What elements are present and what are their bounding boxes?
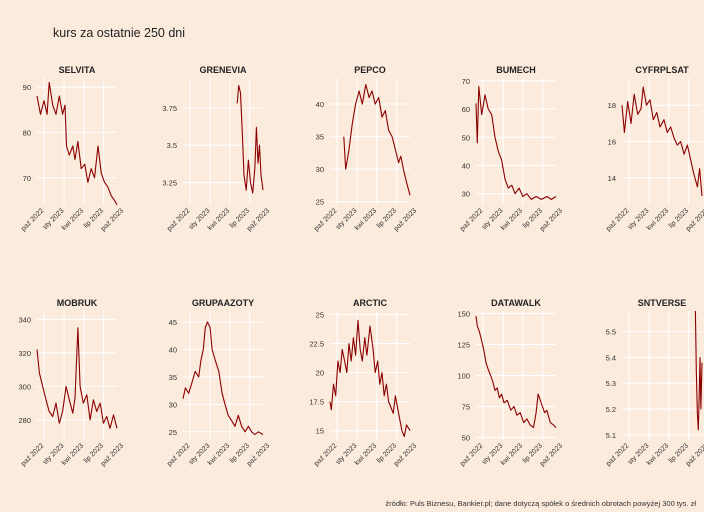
y-tick-label: 100 xyxy=(457,372,470,381)
price-line xyxy=(36,327,118,429)
y-tick-label: 14 xyxy=(608,174,616,183)
y-tick-label: 5.4 xyxy=(606,353,616,362)
price-line xyxy=(475,85,557,200)
y-tick-label: 60 xyxy=(462,105,470,114)
y-tick-label: 3.75 xyxy=(162,104,177,113)
chart-title: kurs za ostatnie 250 dni xyxy=(53,26,186,40)
panel-title: PEPCO xyxy=(354,65,386,75)
x-tick-label: paź 2022 xyxy=(459,442,484,467)
y-tick-label: 16 xyxy=(608,138,616,147)
x-tick-label: paź 2022 xyxy=(605,207,630,232)
x-tick-label: paź 2022 xyxy=(166,207,191,232)
x-tick-label: kwi 2023 xyxy=(354,207,379,232)
y-tick-label: 300 xyxy=(18,382,31,391)
price-line xyxy=(694,310,703,431)
x-tick-label: paź 2022 xyxy=(313,442,338,467)
price-line xyxy=(621,86,703,196)
panel-title: BUMECH xyxy=(496,65,536,75)
y-tick-label: 80 xyxy=(23,128,31,137)
y-tick-label: 25 xyxy=(316,198,324,207)
panel-title: GRUPAAZOTY xyxy=(192,298,254,308)
y-tick-label: 30 xyxy=(462,190,470,199)
y-tick-label: 25 xyxy=(169,428,177,437)
y-tick-label: 75 xyxy=(462,403,470,412)
panel-title: CYFRPLSAT xyxy=(635,65,689,75)
y-tick-label: 35 xyxy=(316,133,324,142)
x-tick-label: paź 2022 xyxy=(166,442,191,467)
panel-title: GRENEVIA xyxy=(199,65,247,75)
y-tick-label: 340 xyxy=(18,315,31,324)
y-tick-label: 35 xyxy=(169,373,177,382)
y-tick-label: 22.5 xyxy=(309,340,324,349)
x-tick-label: paź 2022 xyxy=(313,207,338,232)
y-tick-label: 30 xyxy=(316,165,324,174)
x-tick-label: kwi 2023 xyxy=(207,442,232,467)
y-tick-label: 40 xyxy=(316,100,324,109)
y-tick-label: 50 xyxy=(462,133,470,142)
x-tick-label: kwi 2023 xyxy=(500,442,525,467)
x-tick-label: paź 2022 xyxy=(20,442,45,467)
x-tick-label: kwi 2023 xyxy=(646,207,671,232)
price-line xyxy=(475,315,557,429)
panel-title: SNTVERSE xyxy=(638,298,687,308)
source-caption: źródło: Puls Biznesu, Bankier.pl; dane d… xyxy=(385,499,696,508)
x-tick-label: kwi 2023 xyxy=(61,207,86,232)
y-tick-label: 70 xyxy=(462,77,470,86)
x-tick-label: kwi 2023 xyxy=(646,442,671,467)
price-line xyxy=(329,319,411,438)
price-line xyxy=(36,81,118,206)
x-tick-label: kwi 2023 xyxy=(354,442,379,467)
y-tick-label: 30 xyxy=(169,400,177,409)
y-tick-label: 17.5 xyxy=(309,398,324,407)
x-tick-label: kwi 2023 xyxy=(61,442,86,467)
y-tick-label: 150 xyxy=(457,309,470,318)
y-tick-label: 40 xyxy=(169,345,177,354)
y-tick-label: 90 xyxy=(23,83,31,92)
x-tick-label: paź 2022 xyxy=(605,442,630,467)
x-tick-label: paź 2022 xyxy=(20,207,45,232)
panel-title: ARCTIC xyxy=(353,298,387,308)
y-tick-label: 5.2 xyxy=(606,405,616,414)
panel-title: DATAWALK xyxy=(491,298,541,308)
y-tick-label: 320 xyxy=(18,349,31,358)
x-tick-label: kwi 2023 xyxy=(207,207,232,232)
x-tick-label: paź 2022 xyxy=(459,207,484,232)
y-tick-label: 125 xyxy=(457,340,470,349)
y-tick-label: 18 xyxy=(608,101,616,110)
y-tick-label: 15 xyxy=(316,427,324,436)
panel-title: SELVITA xyxy=(59,65,96,75)
y-tick-label: 5.5 xyxy=(606,328,616,337)
y-tick-label: 40 xyxy=(462,161,470,170)
y-tick-label: 20 xyxy=(316,369,324,378)
price-line xyxy=(182,321,264,436)
price-line xyxy=(236,84,264,194)
y-tick-label: 280 xyxy=(18,416,31,425)
y-tick-label: 70 xyxy=(23,174,31,183)
y-tick-label: 3.25 xyxy=(162,179,177,188)
y-tick-label: 25 xyxy=(316,310,324,319)
panel-title: MOBRUK xyxy=(57,298,98,308)
y-tick-label: 5.1 xyxy=(606,431,616,440)
y-tick-label: 45 xyxy=(169,318,177,327)
y-tick-label: 50 xyxy=(462,434,470,443)
x-tick-label: kwi 2023 xyxy=(500,207,525,232)
y-tick-label: 5.3 xyxy=(606,379,616,388)
y-tick-label: 3.5 xyxy=(167,141,177,150)
price-line xyxy=(343,83,411,196)
